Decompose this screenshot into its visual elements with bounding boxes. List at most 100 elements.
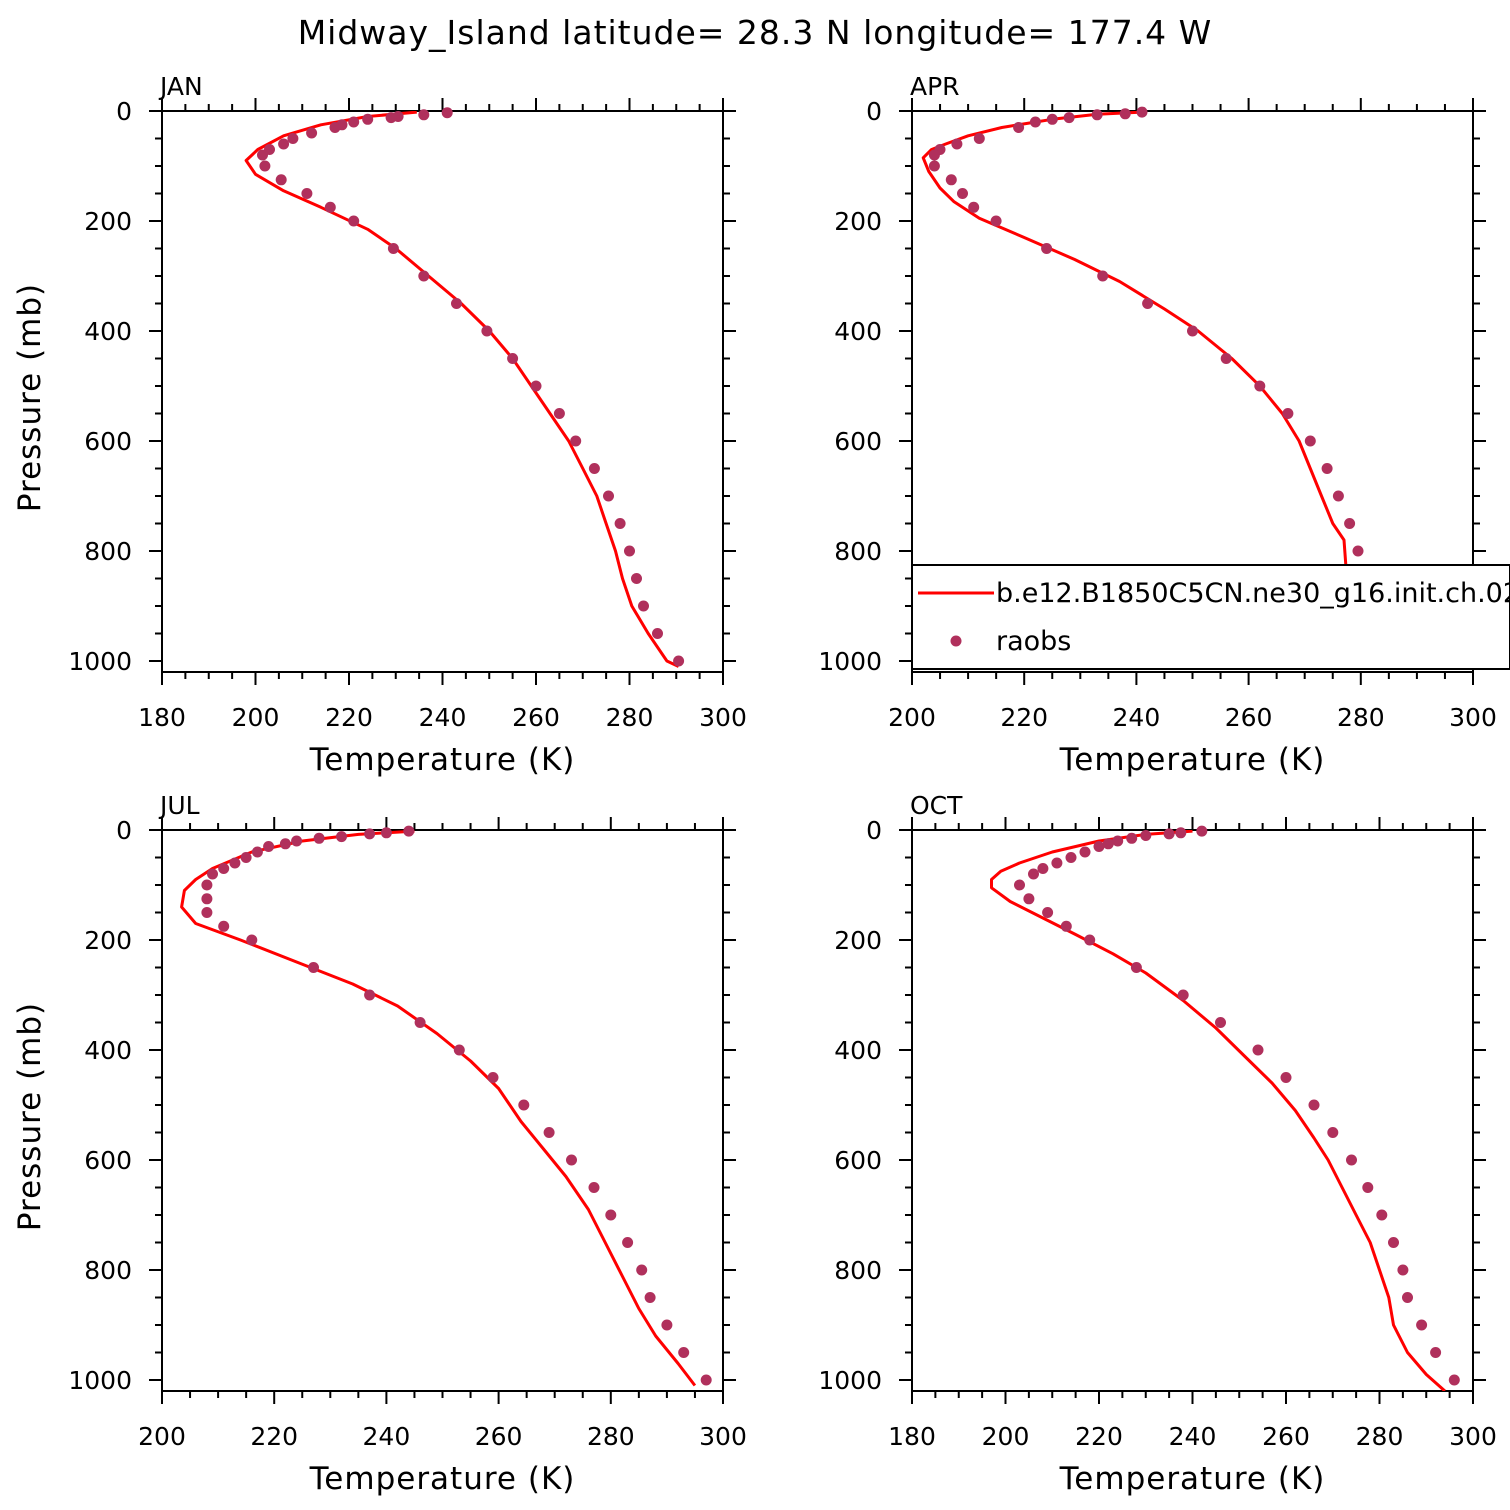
raobs-point [279,838,291,850]
raobs-point [364,828,376,840]
y-tick-label: 200 [84,207,132,236]
raobs-point [451,298,462,309]
x-tick-label: 280 [1356,1422,1404,1451]
x-tick-label: 300 [699,703,747,732]
panel-jul: JUL 200 220 240 260 280 300 0 200 400 600 800 1000 Te… [12,791,747,1497]
raobs-point [329,122,341,133]
y-tick-label: 400 [84,317,132,346]
x-tick-label: 220 [1075,1422,1123,1451]
x-tick-label: 240 [1169,1422,1217,1451]
y-tick-label: 0 [116,97,132,126]
raobs-point [1282,408,1294,419]
raobs-point [1142,298,1154,309]
y-tick-label: 800 [834,537,882,566]
y-tick-label: 600 [84,1146,132,1175]
raobs-point [229,857,241,869]
raobs-point [1112,835,1124,847]
raobs-point [418,270,430,282]
y-tick-label: 800 [834,1256,882,1285]
x-tick-label: 240 [1113,703,1161,732]
raobs-point [1416,1319,1428,1331]
y-tick-label: 400 [84,1036,132,1065]
raobs-point [1084,934,1096,946]
panel-jan: JAN 180 200 220 240 260 280 300 0 200 400 600 800 100… [12,72,747,778]
raobs-point [1051,857,1063,869]
raobs-point [201,907,213,918]
raobs-point [951,138,963,150]
raobs-point [968,201,980,213]
raobs-point [631,573,642,584]
raobs-point [306,127,318,139]
panel-label: OCT [910,791,963,820]
raobs-point [1063,112,1075,124]
x-axis-title: Temperature (K) [309,1461,576,1497]
raobs-point [257,149,268,161]
figure-title: Midway_Island latitude= 28.3 N longitude… [298,13,1213,52]
raobs-point [566,1154,577,1166]
legend-marker-swatch [950,635,962,647]
y-tick-label: 1000 [818,1366,882,1395]
y-tick-label: 200 [834,207,882,236]
raobs-point [1037,863,1049,874]
raobs-point [207,868,218,880]
legend-obs-label: raobs [996,626,1071,657]
y-axis-title: Pressure (mb) [12,283,48,512]
raobs-point [614,518,626,529]
panel-label: APR [910,72,960,101]
y-tick-label: 1000 [68,1366,132,1395]
x-tick-label: 280 [587,1422,635,1451]
x-tick-label: 260 [1262,1422,1310,1451]
raobs-point [1346,1154,1357,1166]
raobs-point [278,138,290,150]
raobs-point [570,435,582,447]
raobs-point [201,879,213,891]
raobs-point [1402,1292,1413,1303]
raobs-point [362,113,374,125]
x-tick-label: 260 [475,1422,523,1451]
panel-label: JAN [158,72,203,101]
raobs-point [1254,380,1266,392]
x-tick-label: 240 [363,1422,411,1451]
raobs-point [652,628,663,639]
raobs-point [218,920,230,932]
raobs-point [336,831,347,843]
panel-label: JUL [158,791,200,820]
x-tick-label: 300 [1449,1422,1497,1451]
raobs-point [481,325,493,337]
y-tick-label: 800 [84,1256,132,1285]
raobs-point [1130,962,1142,973]
y-tick-label: 1000 [818,647,882,676]
raobs-point [259,160,271,172]
x-axis-title: Temperature (K) [1059,1461,1326,1497]
x-tick-label: 200 [888,703,936,732]
y-tick-label: 600 [834,1146,882,1175]
raobs-point [1065,852,1077,863]
raobs-point [1220,353,1232,364]
raobs-point [1344,518,1356,529]
y-tick-label: 800 [84,537,132,566]
model-series-line [921,111,1399,668]
raobs-point [1042,907,1054,918]
raobs-point [453,1044,465,1056]
raobs-point [673,655,685,667]
model-series-line [180,830,697,1387]
raobs-point [1321,463,1333,474]
raobs-point [638,600,649,612]
raobs-point [287,133,299,144]
y-tick-label: 200 [84,926,132,955]
raobs-point [1280,1072,1292,1083]
raobs-point [1252,1044,1264,1056]
raobs-point [588,1182,600,1193]
raobs-point [201,893,213,905]
raobs-point [553,408,565,419]
x-tick-label: 280 [606,703,654,732]
raobs-point [636,1264,648,1276]
raobs-point [364,989,376,1001]
raobs-point [1332,490,1344,502]
x-tick-label: 300 [1449,703,1497,732]
x-tick-label: 180 [138,703,186,732]
x-tick-label: 200 [982,1422,1030,1451]
raobs-point [1163,828,1175,840]
raobs-point [414,1017,426,1028]
